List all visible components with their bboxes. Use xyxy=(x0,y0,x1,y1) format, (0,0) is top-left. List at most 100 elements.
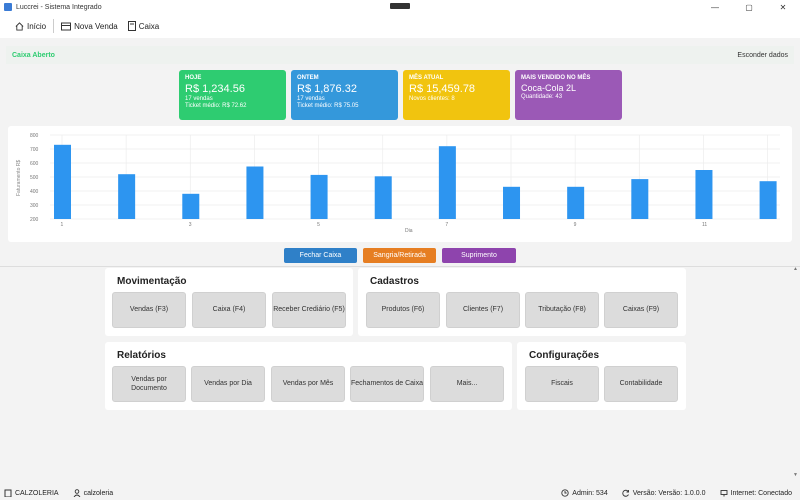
close-button[interactable]: ✕ xyxy=(779,2,787,12)
sangria-button[interactable]: Sangria/Retirada xyxy=(363,248,436,263)
card-line1: 17 vendas xyxy=(185,96,213,102)
bar xyxy=(118,174,136,219)
x-tick-label: 3 xyxy=(189,222,192,228)
caixa-button[interactable]: Caixa xyxy=(123,17,164,35)
caixa-aberto-label: Caixa Aberto xyxy=(12,51,55,59)
toolbar: Início Nova Venda Caixa xyxy=(0,14,800,38)
card-ontem: ONTEM R$ 1,876.32 17 vendas Ticket médio… xyxy=(291,70,398,120)
x-tick-label: 9 xyxy=(574,222,577,228)
home-icon xyxy=(15,21,24,31)
receber-crediario-button[interactable]: Receber Crediário (F5) xyxy=(272,292,346,328)
scroll-up-icon[interactable]: ▲ xyxy=(793,266,798,272)
y-tick-label: 500 xyxy=(30,175,39,181)
admin-status: Admin: 534 xyxy=(561,489,608,497)
vendas-button[interactable]: Vendas (F3) xyxy=(112,292,186,328)
inicio-button[interactable]: Início xyxy=(10,17,51,35)
card-mes-atual: MÊS ATUAL R$ 15,459.78 Novos clientes: 8 xyxy=(403,70,510,120)
y-tick-label: 400 xyxy=(30,189,39,195)
suprimento-button[interactable]: Suprimento xyxy=(442,248,516,263)
network-icon xyxy=(720,490,727,497)
tributacao-button[interactable]: Tributação (F8) xyxy=(525,292,599,328)
caixas-button[interactable]: Caixas (F9) xyxy=(604,292,678,328)
versao-status: Versão: Versão: 1.0.0.0 xyxy=(622,489,706,497)
mais-relatorios-button[interactable]: Mais... xyxy=(430,366,504,402)
card-line2: Ticket médio: R$ 75.05 xyxy=(297,103,359,109)
card-value: R$ 15,459.78 xyxy=(409,83,476,95)
toolbar-separator xyxy=(53,19,55,33)
group-relatorios: Relatórios Vendas por Documento Vendas p… xyxy=(105,342,512,410)
y-tick-label: 200 xyxy=(30,217,39,223)
card-line1: 17 vendas xyxy=(297,96,325,102)
fiscais-button[interactable]: Fiscais xyxy=(525,366,599,402)
card-title: MÊS ATUAL xyxy=(409,75,444,81)
vendas-por-dia-button[interactable]: Vendas por Dia xyxy=(191,366,265,402)
usuario-status: calzoleria xyxy=(73,489,114,497)
y-tick-label: 600 xyxy=(30,161,39,167)
contabilidade-button[interactable]: Contabilidade xyxy=(604,366,678,402)
group-cadastros: Cadastros Produtos (F6) Clientes (F7) Tr… xyxy=(358,268,686,336)
x-tick-label: 1 xyxy=(61,222,64,228)
usuario-label: calzoleria xyxy=(83,489,114,497)
group-title: Cadastros xyxy=(370,276,419,287)
card-line1: Quantidade: 43 xyxy=(521,94,563,100)
vendas-por-documento-button[interactable]: Vendas por Documento xyxy=(112,366,186,402)
internet-label: Internet: Conectado xyxy=(730,489,793,497)
refresh-icon xyxy=(622,489,629,497)
x-axis-label: Dia xyxy=(405,228,413,234)
card-title: ONTEM xyxy=(297,75,319,81)
vendas-por-mes-button[interactable]: Vendas por Mês xyxy=(271,366,345,402)
building-icon xyxy=(4,489,12,497)
maximize-button[interactable]: ▢ xyxy=(745,2,753,12)
sales-chart: 800 700 600 500 400 300 200 1 3 5 7 9 11 Dia Faturamen… xyxy=(16,133,780,234)
bar xyxy=(374,176,392,219)
card-line2: Ticket médio: R$ 72.62 xyxy=(185,103,247,109)
nova-venda-label: Nova Venda xyxy=(74,21,118,31)
y-tick-label: 700 xyxy=(30,147,39,153)
card-hoje: HOJE R$ 1,234.56 17 vendas Ticket médio:… xyxy=(179,70,286,120)
card-value: R$ 1,876.32 xyxy=(297,83,357,95)
nova-venda-button[interactable]: Nova Venda xyxy=(56,17,123,35)
section-divider xyxy=(0,266,800,267)
bar xyxy=(695,170,713,219)
card-value: Coca-Cola 2L xyxy=(521,83,577,93)
fechar-caixa-button[interactable]: Fechar Caixa xyxy=(284,248,357,263)
caixa-status-strip: Caixa Aberto Esconder dados xyxy=(6,46,794,64)
minimize-button[interactable]: — xyxy=(711,2,719,12)
bar xyxy=(567,186,585,219)
vertical-scrollbar[interactable]: ▲ ▼ xyxy=(792,266,800,486)
y-axis-label: Faturamento R$ xyxy=(16,160,22,196)
title-bar: Luccrei - Sistema Integrado — ▢ ✕ xyxy=(0,0,800,14)
bar xyxy=(246,166,264,219)
window-title: Luccrei - Sistema Integrado xyxy=(16,3,102,11)
status-bar: CALZOLERIA calzoleria Admin: 534 Versão:… xyxy=(0,486,800,500)
user-icon xyxy=(73,489,80,497)
cash-register-icon xyxy=(127,21,136,31)
y-tick-label: 300 xyxy=(30,203,39,209)
clientes-button[interactable]: Clientes (F7) xyxy=(446,292,520,328)
card-line1: Novos clientes: 8 xyxy=(409,96,455,102)
y-tick-label: 800 xyxy=(30,133,39,139)
bar xyxy=(182,193,200,219)
card-title: HOJE xyxy=(185,75,202,81)
group-configuracoes: Configurações Fiscais Contabilidade xyxy=(517,342,686,410)
admin-label: Admin: 534 xyxy=(572,489,608,497)
caixa-module-button[interactable]: Caixa (F4) xyxy=(192,292,266,328)
bar xyxy=(54,144,71,219)
group-title: Movimentação xyxy=(117,276,187,287)
inicio-label: Início xyxy=(27,21,47,31)
bar xyxy=(310,174,328,219)
empresa-status: CALZOLERIA xyxy=(4,489,59,497)
register-icon xyxy=(61,22,72,30)
bar xyxy=(503,186,521,219)
x-tick-label: 11 xyxy=(702,222,707,228)
produtos-button[interactable]: Produtos (F6) xyxy=(366,292,440,328)
sales-chart-panel: 800 700 600 500 400 300 200 1 3 5 7 9 11 Dia Faturamen… xyxy=(8,126,792,242)
bar xyxy=(631,179,649,219)
clock-icon xyxy=(561,489,569,497)
bar xyxy=(438,146,456,219)
caixa-label: Caixa xyxy=(138,21,160,31)
fechamentos-de-caixa-button[interactable]: Fechamentos de Caixa xyxy=(350,366,424,402)
versao-label: Versão: Versão: 1.0.0.0 xyxy=(632,489,706,497)
scroll-down-icon[interactable]: ▼ xyxy=(793,472,798,478)
esconder-dados-link[interactable]: Esconder dados xyxy=(737,51,788,59)
